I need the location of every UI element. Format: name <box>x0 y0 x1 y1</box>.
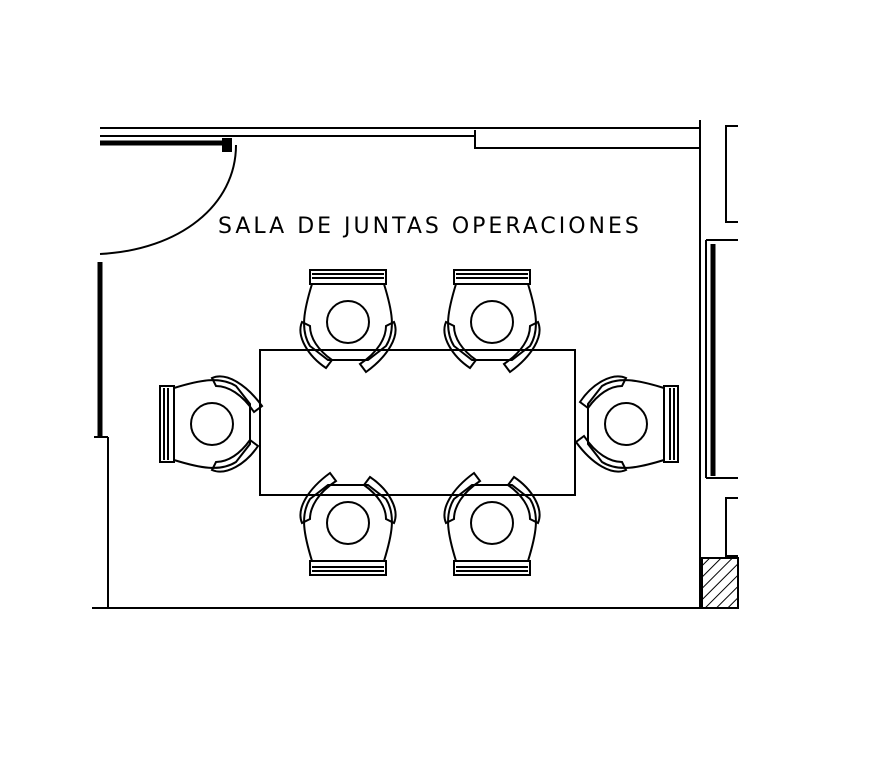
chair-left-end <box>159 375 263 473</box>
conference-table <box>259 349 576 496</box>
chair-bottom-left <box>299 472 397 576</box>
chair-top-left <box>299 269 397 373</box>
chair-bottom-right <box>443 472 541 576</box>
door-swing-arc <box>99 144 237 255</box>
walls <box>92 120 739 609</box>
chair-right-end <box>575 375 679 473</box>
column-hatch <box>701 557 739 609</box>
room-label: SALA DE JUNTAS OPERACIONES <box>218 214 642 239</box>
chair-top-right <box>443 269 541 373</box>
